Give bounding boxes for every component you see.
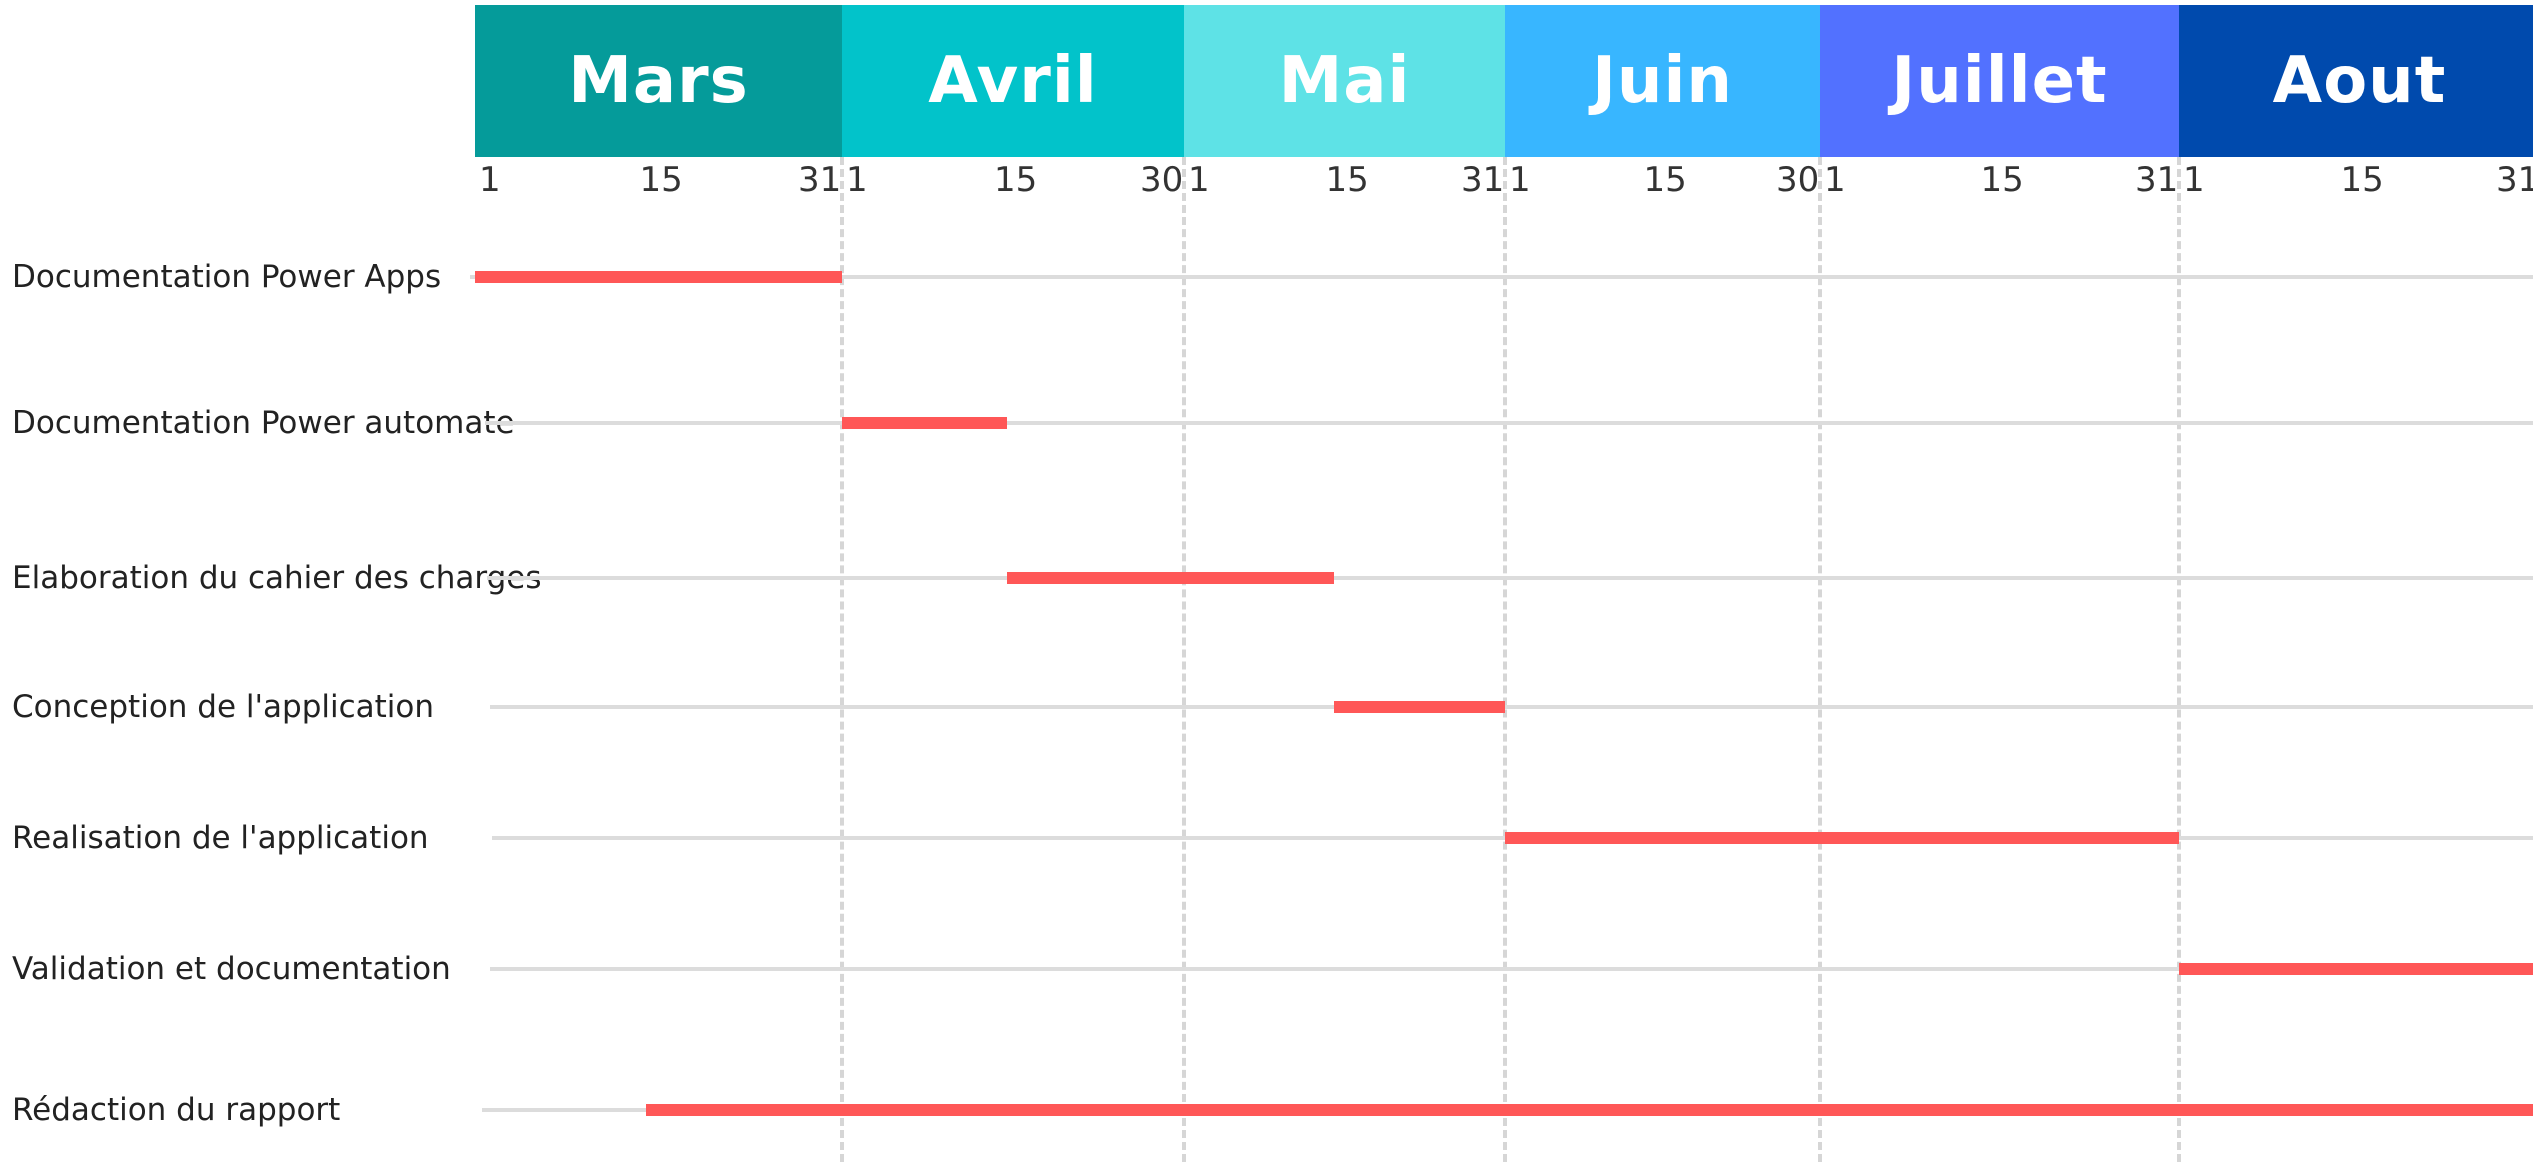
month-label: Avril	[928, 44, 1098, 118]
day-tick-label: 31	[1461, 160, 1505, 200]
month-band-mai: Mai	[1184, 5, 1505, 157]
task-bar	[475, 271, 842, 283]
month-label: Mai	[1278, 44, 1411, 118]
month-band-avril: Avril	[842, 5, 1184, 157]
day-tick-label: 15	[1325, 160, 1369, 200]
task-track	[490, 705, 2533, 709]
day-tick-label: 15	[1643, 160, 1687, 200]
task-bar	[1007, 572, 1334, 584]
day-tick-label: 31	[798, 160, 842, 200]
task-track	[485, 421, 2533, 425]
day-tick-label: 15	[994, 160, 1038, 200]
month-band-juin: Juin	[1505, 5, 1820, 157]
month-divider	[2177, 157, 2181, 1162]
month-band-aout: Aout	[2179, 5, 2533, 157]
month-band-mars: Mars	[475, 5, 842, 157]
day-tick-label: 1	[2183, 160, 2205, 200]
task-label: Elaboration du cahier des charges	[12, 560, 542, 596]
day-tick-label: 1	[1188, 160, 1210, 200]
day-tick-label: 1	[1824, 160, 1846, 200]
day-tick-label: 1	[1509, 160, 1531, 200]
day-tick-label: 30	[1776, 160, 1820, 200]
task-track	[470, 275, 2533, 279]
task-track	[487, 576, 2533, 580]
day-tick-label: 31	[2135, 160, 2179, 200]
task-bar	[646, 1104, 2533, 1116]
task-bar	[842, 417, 1008, 429]
month-label: Juillet	[1891, 44, 2108, 118]
month-band-juillet: Juillet	[1820, 5, 2179, 157]
month-divider	[1503, 157, 1507, 1162]
task-label: Documentation Power automate	[12, 405, 515, 441]
day-tick-label: 30	[1140, 160, 1184, 200]
month-label: Juin	[1592, 44, 1733, 118]
day-tick-label: 15	[2340, 160, 2384, 200]
task-bar	[2179, 963, 2533, 975]
month-label: Mars	[568, 44, 749, 118]
task-label: Conception de l'application	[12, 689, 435, 725]
month-divider	[840, 157, 844, 1162]
task-label: Realisation de l'application	[12, 820, 429, 856]
task-track	[490, 967, 2533, 971]
month-divider	[1182, 157, 1186, 1162]
task-bar	[1333, 701, 1505, 713]
day-tick-label: 31	[2496, 160, 2533, 200]
task-label: Validation et documentation	[12, 951, 451, 987]
day-tick-label: 1	[479, 160, 501, 200]
day-tick-label: 1	[846, 160, 868, 200]
task-bar	[1505, 832, 2179, 844]
month-label: Aout	[2272, 44, 2447, 118]
month-divider	[1818, 157, 1822, 1162]
task-label: Rédaction du rapport	[12, 1092, 341, 1128]
task-label: Documentation Power Apps	[12, 259, 442, 295]
day-tick-label: 15	[639, 160, 683, 200]
day-tick-label: 15	[1980, 160, 2024, 200]
